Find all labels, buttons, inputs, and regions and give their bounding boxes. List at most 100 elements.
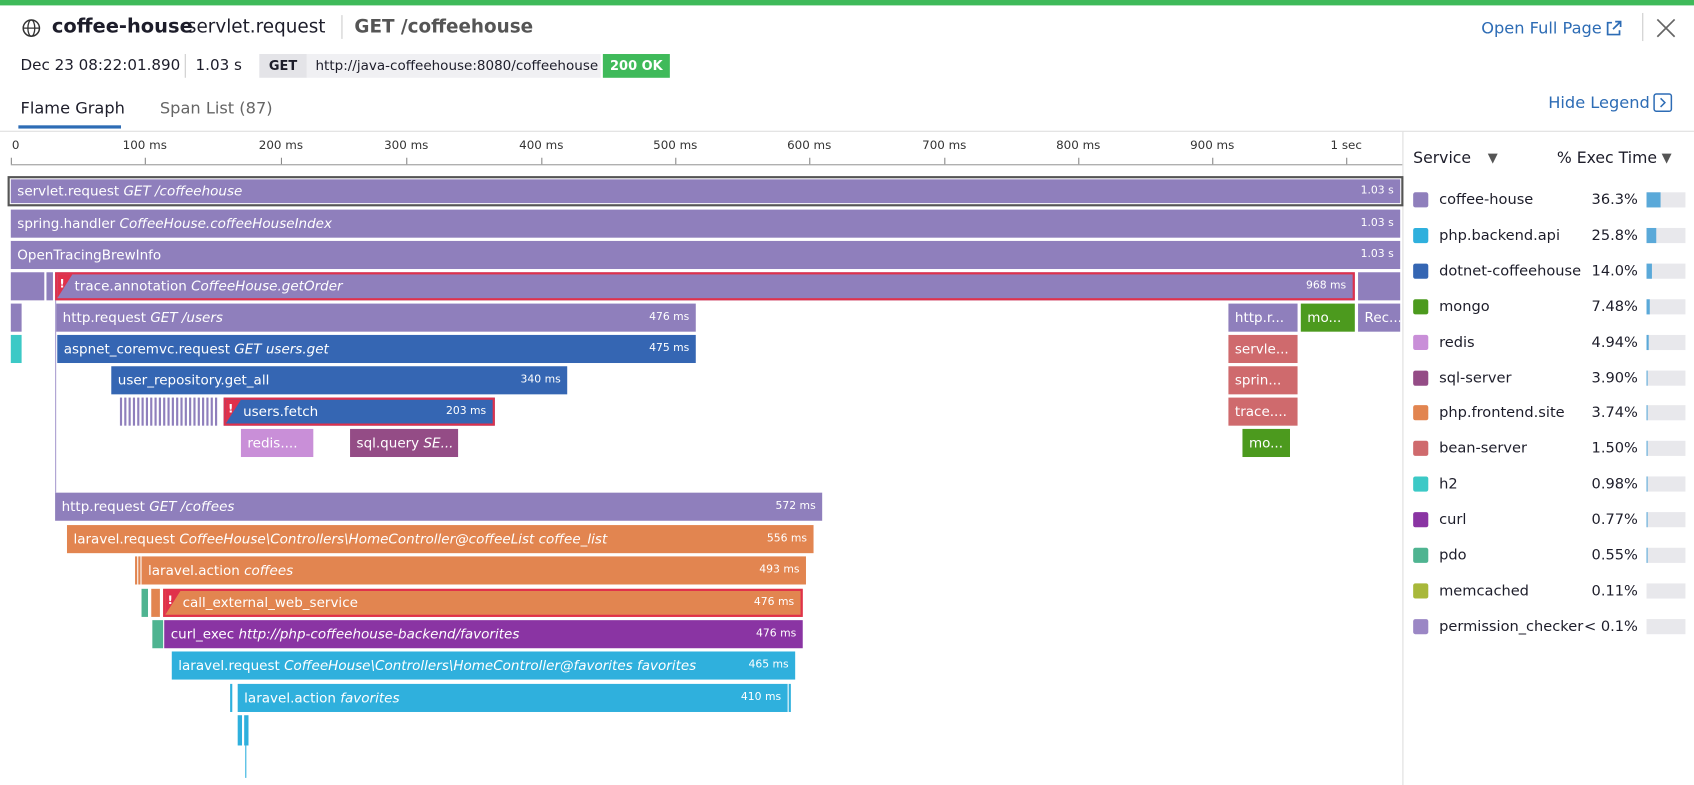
exec-track: [1646, 512, 1686, 528]
error-flag: !: [165, 590, 181, 615]
span[interactable]: ! call_external_web_service 476 ms: [163, 588, 803, 617]
legend-row[interactable]: permission_checker < 0.1%: [1413, 616, 1686, 638]
span-block: [154, 397, 157, 426]
legend-row[interactable]: redis 4.94%: [1413, 331, 1686, 353]
legend-row[interactable]: bean-server 1.50%: [1413, 438, 1686, 460]
legend-swatch: [1413, 334, 1429, 350]
legend-row[interactable]: php.frontend.site 3.74%: [1413, 402, 1686, 424]
legend-name: pdo: [1439, 546, 1467, 564]
tab-span-list[interactable]: Span List (87): [159, 98, 273, 118]
span[interactable]: aspnet_coremvc.request GET users.get 475 …: [57, 334, 696, 364]
span-duration: 476 ms: [756, 627, 797, 640]
open-full-page[interactable]: Open Full Page: [1481, 18, 1602, 38]
span-block: [135, 556, 138, 585]
exec-track: [1646, 227, 1686, 243]
ruler-tick: [541, 157, 543, 165]
error-mark: !: [227, 401, 234, 416]
legend-exec-header[interactable]: % Exec Time: [1556, 150, 1657, 168]
span-duration: 410 ms: [740, 691, 782, 704]
legend-row[interactable]: memcached 0.11%: [1413, 580, 1686, 602]
span-block: [10, 272, 45, 301]
legend-row[interactable]: h2 0.98%: [1413, 473, 1686, 495]
span-duration: 968 ms: [1305, 279, 1347, 292]
span-block: [152, 620, 164, 649]
ruler-label: 600 ms: [787, 138, 832, 153]
tab-flame-graph[interactable]: Flame Graph: [20, 98, 125, 118]
ruler-label: 0: [11, 138, 20, 153]
span[interactable]: mo...: [1242, 428, 1290, 458]
span-name: user_repository.get_all: [117, 371, 270, 388]
span-duration: 475 ms: [649, 342, 690, 355]
ruler-tick: [1212, 157, 1214, 165]
span[interactable]: servlet.request GET /coffeehouse 1.03 s: [7, 176, 1404, 207]
legend-name: mongo: [1439, 297, 1490, 316]
span[interactable]: mo...: [1300, 303, 1355, 332]
service-name: coffee-house: [51, 15, 193, 38]
span[interactable]: servle...: [1228, 334, 1298, 364]
span-name: laravel.action: [244, 689, 336, 706]
legend-swatch: [1413, 476, 1429, 492]
span-block: [46, 272, 53, 301]
exec-track: [1646, 405, 1686, 421]
span[interactable]: laravel.request CoffeeHouse\Controllers\…: [66, 525, 814, 554]
span-duration: 493 ms: [759, 563, 800, 576]
legend-service-header[interactable]: Service: [1413, 150, 1472, 168]
span[interactable]: http.request GET /coffees 572 ms: [55, 492, 823, 521]
span-name: Rec...: [1364, 308, 1401, 326]
exec-track: [1646, 370, 1686, 386]
span[interactable]: user_repository.get_all 340 ms: [111, 366, 568, 395]
span-detail: favorites: [340, 689, 400, 706]
span[interactable]: OpenTracingBrewInfo 1.03 s: [10, 240, 1401, 270]
hide-legend[interactable]: Hide Legend: [1548, 92, 1650, 113]
ruler-tick: [675, 157, 677, 165]
legend-row[interactable]: pdo 0.55%: [1413, 545, 1686, 567]
span-name: http.request: [62, 308, 147, 326]
span-block: [119, 397, 123, 426]
span[interactable]: laravel.action coffees 493 ms: [141, 556, 806, 585]
span[interactable]: laravel.request CoffeeHouse\Controllers\…: [171, 651, 796, 680]
span-duration: 1.03 s: [1360, 248, 1394, 261]
span[interactable]: ! trace.annotation CoffeeHouse.getOrder 96…: [55, 272, 1355, 301]
error-flag: !: [225, 399, 241, 424]
legend-row[interactable]: curl 0.77%: [1413, 509, 1686, 531]
legend-row[interactable]: dotnet-coffeehouse 14.0%: [1413, 260, 1686, 282]
span-duration: 572 ms: [775, 500, 816, 513]
legend-row[interactable]: mongo 7.48%: [1413, 296, 1686, 318]
exec-bar: [1646, 227, 1657, 243]
legend-exec: < 0.1%: [1583, 617, 1638, 636]
span-block: [193, 397, 196, 426]
span[interactable]: sprin...: [1228, 366, 1298, 395]
exec-bar: [1646, 263, 1652, 279]
span-block: [141, 588, 149, 617]
span[interactable]: ! users.fetch 203 ms: [223, 397, 495, 426]
span-detail: GET /users: [150, 308, 223, 326]
span[interactable]: Rec...: [1358, 303, 1401, 332]
span[interactable]: http.r...: [1228, 303, 1298, 332]
span-block: [10, 334, 22, 364]
span-block: [210, 397, 213, 426]
legend-exec: 1.50%: [1591, 440, 1638, 458]
span[interactable]: http.request GET /users 476 ms: [56, 303, 696, 332]
ruler-tick: [1346, 157, 1348, 165]
span[interactable]: curl_exec http://php-coffeehouse-backend…: [164, 620, 803, 649]
legend-swatch: [1413, 263, 1429, 279]
span-duration: 465 ms: [748, 659, 789, 671]
close-button[interactable]: [1655, 17, 1677, 39]
legend-row[interactable]: php.backend.api 25.8%: [1413, 225, 1686, 247]
span-block: [237, 715, 243, 746]
legend-row[interactable]: coffee-house 36.3%: [1413, 189, 1686, 211]
exec-track: [1646, 583, 1686, 599]
span[interactable]: redis....: [240, 428, 314, 458]
span-detail: http://php-coffeehouse-backend/favorites: [238, 625, 520, 642]
span-block: [167, 397, 170, 426]
span[interactable]: spring.handler CoffeeHouse.coffeeHouseIn…: [10, 209, 1401, 238]
span[interactable]: trace....: [1228, 397, 1298, 426]
span-duration: 203 ms: [445, 405, 487, 418]
span[interactable]: sql.query SE...: [350, 428, 459, 458]
legend-exec: 0.98%: [1591, 475, 1638, 493]
span-block: [171, 397, 174, 426]
legend-row[interactable]: sql-server 3.90%: [1413, 367, 1686, 389]
span[interactable]: laravel.action favorites 410 ms: [237, 683, 788, 712]
operation-name: servlet.request: [186, 16, 326, 38]
ruler-tick: [809, 157, 811, 165]
